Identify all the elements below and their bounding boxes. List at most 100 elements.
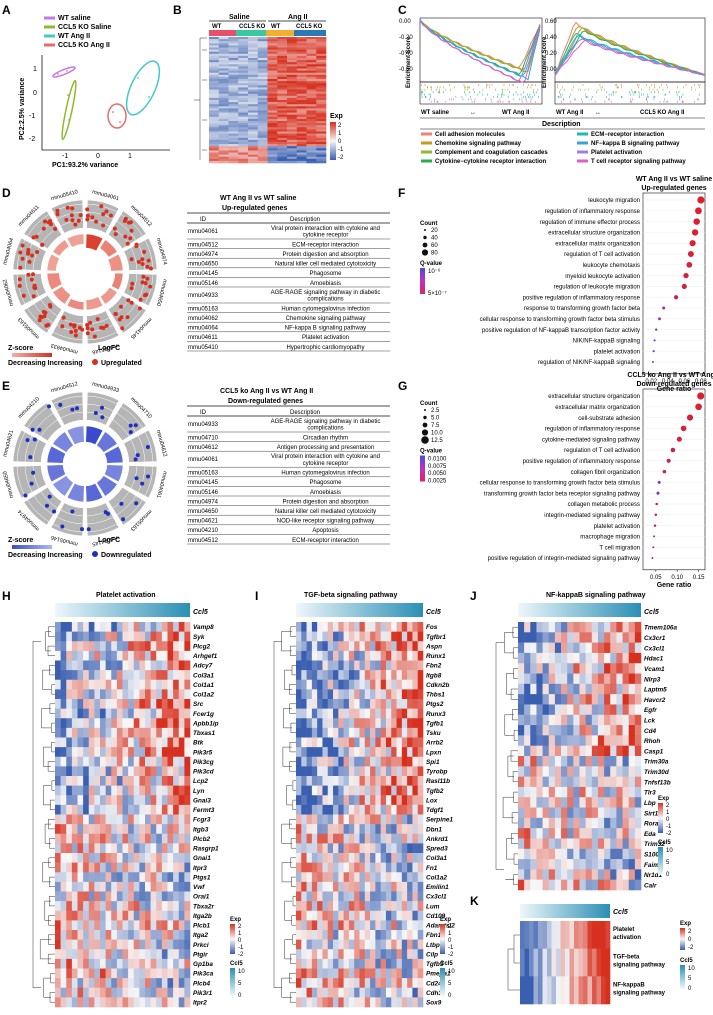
b-cell	[238, 131, 249, 134]
heat-cell	[296, 891, 302, 902]
heat-cell	[401, 939, 408, 950]
heat-cell	[375, 997, 381, 1008]
heat-cell	[296, 804, 302, 815]
heat-cell	[317, 939, 323, 950]
heat-cell	[359, 747, 366, 758]
b-cell	[248, 154, 259, 157]
heat-cell	[111, 622, 118, 632]
heat-cell	[100, 776, 106, 786]
heat-cell	[338, 756, 344, 767]
heat-cell	[60, 708, 67, 719]
heat-cell	[401, 776, 408, 786]
panel-label-i: I	[255, 589, 258, 603]
heat-cell	[60, 785, 67, 796]
b-cell	[238, 152, 249, 155]
heat-cell	[333, 718, 339, 729]
heat-cell	[71, 679, 78, 690]
heat-cell	[111, 650, 118, 661]
heat-cell	[139, 862, 146, 873]
b-cell	[316, 60, 327, 63]
heat-cell	[184, 891, 191, 902]
heat-cell	[548, 817, 556, 829]
heat-cell	[83, 920, 90, 931]
heat-cell	[311, 766, 318, 777]
heat-cell	[604, 735, 611, 746]
b-cell	[296, 108, 307, 111]
heat-cell	[518, 797, 525, 808]
table-cell-desc: Amoebiasis	[310, 281, 341, 287]
heat-cell	[622, 807, 629, 819]
heat-gene-label: Fcgr3	[193, 817, 211, 824]
b-cell	[228, 41, 239, 44]
heat-cell	[322, 968, 329, 979]
b-cell	[296, 43, 307, 46]
heat-cell	[128, 650, 135, 661]
heat-cell	[380, 737, 387, 748]
heat-cell	[348, 814, 355, 825]
dot-point	[651, 557, 654, 559]
heat-cell	[77, 670, 84, 681]
heat-cell	[116, 679, 123, 690]
b-cell	[287, 142, 298, 145]
b-cell	[267, 118, 278, 122]
b-cell	[267, 85, 278, 88]
b-cell	[296, 51, 307, 55]
heat-cell	[354, 949, 360, 960]
heat-cell	[548, 663, 556, 674]
heat-cell	[338, 708, 344, 719]
b-cell	[306, 79, 317, 82]
b-cell	[267, 87, 278, 90]
heat-cell	[417, 872, 424, 883]
heat-cell	[548, 714, 556, 726]
heat-cell	[610, 652, 617, 664]
go-gene-dot	[119, 304, 123, 309]
go-gene-dot	[73, 328, 78, 333]
table-cell-desc: Antigen processing and presentation	[277, 445, 374, 451]
b-cell	[257, 62, 268, 65]
b-cell	[277, 137, 288, 141]
heat-cell	[548, 786, 556, 798]
heat-cell	[145, 814, 151, 825]
heat-cell	[391, 930, 397, 940]
heat-cell	[380, 650, 387, 661]
heat-cell	[301, 670, 307, 681]
go-gene-dot	[113, 312, 118, 316]
b-cell	[228, 144, 239, 147]
go-bar	[85, 425, 104, 445]
b-cell	[267, 41, 278, 44]
heat-cell	[407, 987, 413, 998]
heat-gene-label: Trim30a	[644, 759, 669, 766]
b-cell	[316, 129, 327, 132]
heat-cell	[391, 833, 397, 844]
heat-cell	[122, 747, 129, 758]
go-gene-dot	[85, 326, 90, 331]
heat-cell	[111, 997, 118, 1008]
heat-cell	[554, 725, 562, 736]
heat-cell	[391, 670, 397, 681]
heat-cell	[100, 747, 106, 758]
heat-cell	[524, 745, 531, 757]
heat-cell	[116, 920, 123, 931]
heat-cell	[622, 776, 629, 788]
heat-ccl5-legend-bar	[658, 847, 663, 875]
heat-cell	[530, 704, 537, 716]
heat-cell	[591, 776, 599, 788]
heat-cell	[628, 663, 636, 674]
legend-wt-saline: WT saline	[58, 15, 91, 22]
b-cell	[218, 137, 229, 141]
b-cell	[248, 142, 259, 145]
heat-cell	[139, 843, 146, 854]
heat-cell	[184, 881, 191, 892]
b-cell	[248, 79, 259, 82]
heat-cell	[518, 735, 525, 746]
heat-cell	[66, 756, 73, 767]
b-leg-1: 1	[338, 131, 342, 137]
go-gene-dot	[20, 243, 25, 248]
b-cell	[287, 118, 298, 122]
heat-cell	[375, 631, 381, 642]
heat-cell	[150, 833, 157, 844]
heat-cell	[597, 673, 605, 685]
b-cell	[287, 58, 298, 61]
heat-cell	[88, 833, 95, 844]
